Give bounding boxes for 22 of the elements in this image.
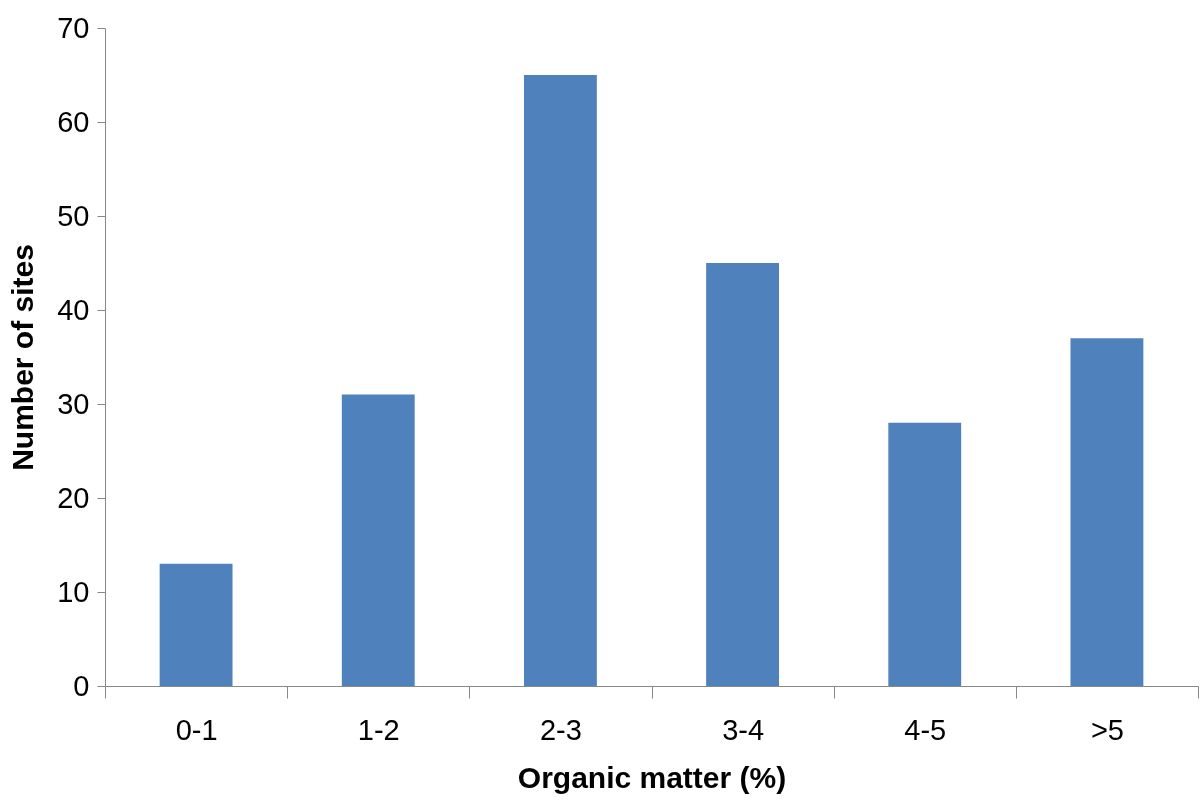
bar — [1070, 338, 1144, 686]
y-tick-label: 10 — [57, 575, 90, 608]
x-tick-label: 4-5 — [904, 713, 947, 746]
bar — [159, 563, 233, 686]
bar — [706, 263, 780, 686]
bar — [523, 75, 597, 686]
bar — [888, 422, 962, 686]
y-tick-label: 40 — [57, 293, 90, 326]
y-tick-label: 70 — [57, 11, 90, 44]
y-tick-label: 30 — [57, 387, 90, 420]
y-axis-title: Number of sites — [6, 244, 40, 471]
x-tick-label: >5 — [1090, 713, 1124, 746]
x-tick-label: 1-2 — [357, 713, 400, 746]
x-tick-label: 2-3 — [539, 713, 582, 746]
y-tick-label: 50 — [57, 199, 90, 232]
y-tick-label: 60 — [57, 105, 90, 138]
y-tick-label: 20 — [57, 481, 90, 514]
x-tick-label: 3-4 — [722, 713, 765, 746]
x-axis-title: Organic matter (%) — [517, 760, 787, 794]
x-tick-label: 0-1 — [175, 713, 218, 746]
y-tick-label: 0 — [73, 669, 90, 702]
bar — [341, 394, 415, 686]
